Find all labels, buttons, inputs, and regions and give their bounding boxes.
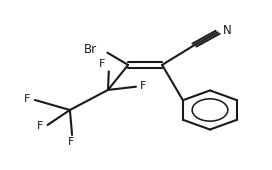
Text: F: F [140, 81, 146, 91]
Text: F: F [24, 95, 30, 104]
Text: Br: Br [84, 43, 97, 56]
Text: F: F [68, 137, 75, 147]
Text: N: N [222, 24, 231, 37]
Text: F: F [37, 121, 44, 131]
Text: F: F [99, 59, 106, 69]
